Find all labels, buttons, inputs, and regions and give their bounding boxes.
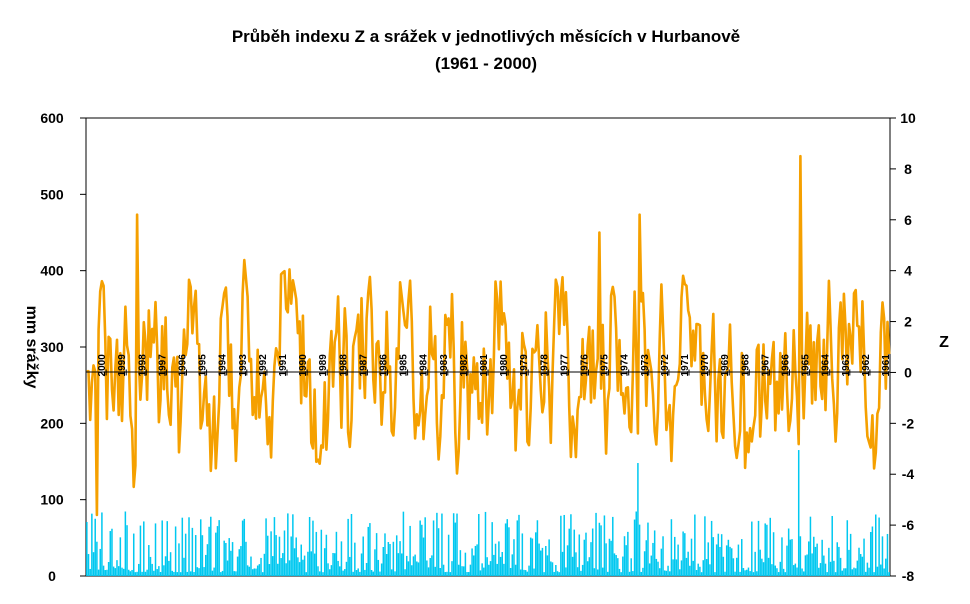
year-label: 1982 bbox=[459, 354, 470, 377]
year-label: 1977 bbox=[559, 354, 570, 377]
year-label: 1986 bbox=[379, 354, 390, 377]
plot-area bbox=[85, 117, 891, 577]
year-label: 1980 bbox=[499, 354, 510, 377]
year-label: 2000 bbox=[97, 354, 108, 377]
year-label: 1983 bbox=[439, 354, 450, 377]
left-axis-label: Z bbox=[939, 334, 949, 351]
z-index-line bbox=[86, 154, 891, 517]
year-label: 1963 bbox=[841, 354, 852, 377]
year-label: 1984 bbox=[419, 354, 430, 377]
right-tick-label: 500 bbox=[40, 186, 64, 202]
year-label: 1981 bbox=[479, 354, 490, 377]
year-label: 1978 bbox=[539, 354, 550, 377]
year-label: 1964 bbox=[821, 354, 832, 377]
right-tick-label: 200 bbox=[40, 415, 64, 431]
year-label: 1985 bbox=[399, 354, 410, 377]
year-label: 1995 bbox=[198, 354, 209, 377]
year-label: 1997 bbox=[157, 354, 168, 377]
year-label: 1989 bbox=[318, 354, 329, 377]
year-label: 1961 bbox=[881, 354, 892, 377]
year-label: 1994 bbox=[218, 354, 229, 377]
right-axis: 0 100 200 300 400 500 600 bbox=[40, 110, 86, 584]
year-label: 1998 bbox=[137, 354, 148, 377]
year-label: 1976 bbox=[580, 354, 591, 377]
left-tick-label: 2 bbox=[904, 314, 912, 330]
right-tick-label: 600 bbox=[40, 110, 64, 126]
year-label: 1993 bbox=[238, 354, 249, 377]
year-label: 1988 bbox=[338, 354, 349, 377]
year-labels: 1961 1962 1963 1964 1965 1966 1967 1968 1969 1970… bbox=[97, 354, 892, 377]
year-label: 1969 bbox=[720, 354, 731, 377]
left-tick-label: -4 bbox=[902, 466, 915, 482]
year-label: 1991 bbox=[278, 354, 289, 377]
left-tick-label: -6 bbox=[902, 517, 915, 533]
left-tick-label: 6 bbox=[904, 212, 912, 228]
year-label: 1970 bbox=[700, 354, 711, 377]
chart-title: Průběh indexu Z a srážek v jednotlivých … bbox=[232, 27, 740, 46]
year-label: 1990 bbox=[298, 354, 309, 377]
left-tick-label: -2 bbox=[902, 415, 915, 431]
year-label: 1996 bbox=[178, 354, 189, 377]
right-tick-label: 400 bbox=[40, 263, 64, 279]
year-label: 1968 bbox=[740, 354, 751, 377]
year-label: 1962 bbox=[861, 354, 872, 377]
year-label: 1972 bbox=[660, 354, 671, 377]
left-tick-label: 0 bbox=[904, 364, 912, 380]
year-label: 1999 bbox=[117, 354, 128, 377]
left-tick-label: 4 bbox=[904, 263, 912, 279]
right-tick-label: 300 bbox=[40, 339, 64, 355]
precipitation-bars bbox=[86, 450, 890, 576]
right-tick-label: 100 bbox=[40, 492, 64, 508]
year-label: 1966 bbox=[781, 354, 792, 377]
year-label: 1967 bbox=[760, 354, 771, 377]
left-axis: -8 -6 -4 -2 0 2 4 6 8 10 bbox=[890, 110, 916, 584]
left-tick-label: 10 bbox=[900, 110, 916, 126]
chart-subtitle: (1961 - 2000) bbox=[435, 54, 537, 73]
right-axis-label: mm srážky bbox=[23, 306, 40, 389]
year-label: 1974 bbox=[620, 354, 631, 377]
year-label: 1971 bbox=[680, 354, 691, 377]
left-tick-label: 8 bbox=[904, 161, 912, 177]
year-label: 1979 bbox=[519, 354, 530, 377]
year-label: 1987 bbox=[358, 354, 369, 377]
right-tick-label: 0 bbox=[48, 568, 56, 584]
year-label: 1973 bbox=[640, 354, 651, 377]
year-label: 1992 bbox=[258, 354, 269, 377]
year-label: 1965 bbox=[801, 354, 812, 377]
year-label: 1975 bbox=[600, 354, 611, 377]
left-tick-label: -8 bbox=[902, 568, 915, 584]
z-index-line-layer bbox=[86, 154, 891, 517]
